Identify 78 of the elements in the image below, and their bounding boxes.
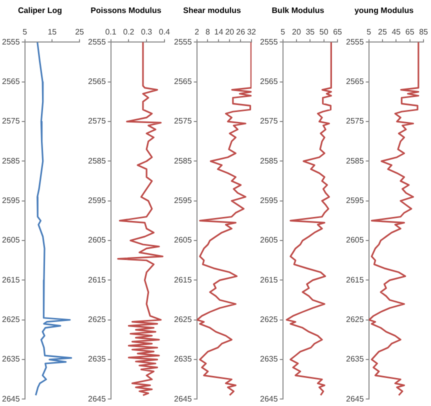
y-tick-label: 2565 (88, 77, 106, 86)
y-tick-label: 2605 (346, 236, 364, 245)
y-tick-label: 2575 (260, 116, 278, 126)
y-tick-label: 2615 (174, 275, 192, 284)
y-tick-label: 2565 (346, 77, 364, 86)
y-tick-label: 2645 (260, 394, 278, 404)
y-tick-label: 2605 (174, 236, 192, 245)
y-tick-label: 2615 (260, 275, 278, 284)
x-tick-label: 26 (236, 28, 246, 37)
x-tick-label: 0.2 (123, 28, 135, 37)
y-tick-label: 2585 (174, 156, 192, 166)
y-tick-label: 2625 (88, 315, 106, 324)
chart-title: Bulk Modulus (272, 6, 325, 16)
x-tick-label: 0.4 (158, 28, 171, 37)
x-tick-label: 65 (405, 28, 415, 37)
chart-title: Poissons Modulus (90, 6, 162, 16)
x-tick-label: 35 (306, 28, 316, 37)
y-tick-label: 2635 (174, 354, 192, 364)
y-tick-label: 2645 (2, 394, 20, 404)
x-tick-label: 32 (247, 28, 257, 37)
y-tick-label: 2555 (174, 37, 192, 46)
y-tick-label: 2565 (174, 77, 192, 86)
y-tick-label: 2555 (346, 37, 364, 46)
x-tick-label: 5 (280, 28, 286, 37)
x-tick-label: 8 (206, 28, 211, 37)
y-tick-label: 2565 (260, 77, 278, 86)
x-tick-label: 2 (194, 28, 200, 37)
chart-title: Shear modulus (183, 6, 242, 16)
x-tick-label: 50 (319, 28, 329, 37)
chart-title: Caliper Log (18, 6, 62, 16)
y-tick-label: 2605 (2, 236, 20, 245)
y-tick-label: 2595 (88, 196, 106, 206)
y-tick-label: 2575 (346, 116, 364, 126)
y-tick-label: 2555 (88, 37, 106, 46)
y-tick-label: 2615 (88, 275, 106, 284)
y-tick-label: 2575 (174, 116, 192, 126)
y-tick-label: 2605 (260, 236, 278, 245)
y-tick-label: 2595 (2, 196, 20, 206)
y-tick-label: 2625 (174, 315, 192, 324)
x-tick-label: 5 (366, 28, 372, 37)
x-tick-label: 20 (225, 28, 235, 37)
x-tick-label: 45 (392, 28, 402, 37)
chart-title: young Modulus (354, 6, 414, 16)
y-tick-label: 2625 (2, 315, 20, 324)
y-tick-label: 2645 (174, 394, 192, 404)
y-tick-label: 2585 (346, 156, 364, 166)
x-tick-label: 5 (22, 28, 28, 37)
y-tick-label: 2595 (174, 196, 192, 206)
y-tick-label: 2605 (88, 236, 106, 245)
y-tick-label: 2625 (260, 315, 278, 324)
y-tick-label: 2565 (2, 77, 20, 86)
y-tick-label: 2575 (88, 116, 106, 126)
y-tick-label: 2575 (2, 116, 20, 126)
x-tick-label: 14 (214, 28, 224, 37)
x-tick-label: 20 (292, 28, 302, 37)
y-tick-label: 2645 (346, 394, 364, 404)
x-tick-label: 65 (333, 28, 343, 37)
y-tick-label: 2615 (2, 275, 20, 284)
x-tick-label: 0.1 (105, 28, 117, 37)
x-tick-label: 0.3 (140, 28, 153, 37)
y-tick-label: 2635 (346, 354, 364, 364)
y-tick-label: 2635 (260, 354, 278, 364)
x-tick-label: 85 (419, 28, 429, 37)
y-tick-label: 2585 (88, 156, 106, 166)
x-tick-label: 15 (48, 28, 58, 37)
y-tick-label: 2555 (260, 37, 278, 46)
y-tick-label: 2625 (346, 315, 364, 324)
y-tick-label: 2635 (88, 354, 106, 364)
y-tick-label: 2595 (260, 196, 278, 206)
y-tick-label: 2585 (260, 156, 278, 166)
y-tick-label: 2615 (346, 275, 364, 284)
y-tick-label: 2635 (2, 354, 20, 364)
y-tick-label: 2555 (2, 37, 20, 46)
y-tick-label: 2585 (2, 156, 20, 166)
x-tick-label: 25 (378, 28, 388, 37)
y-tick-label: 2595 (346, 196, 364, 206)
y-tick-label: 2645 (88, 394, 106, 404)
x-tick-label: 25 (75, 28, 85, 37)
